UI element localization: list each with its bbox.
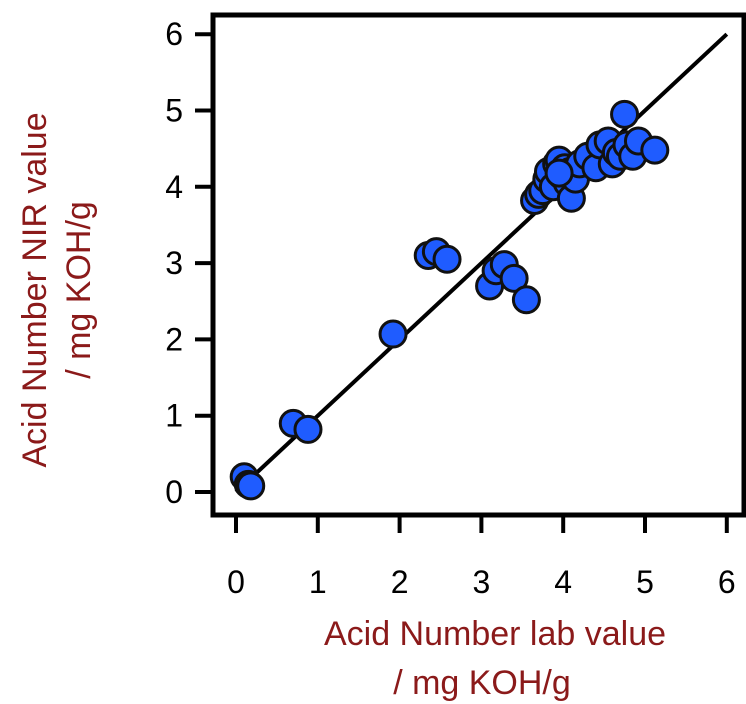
y-tick-label: 4 <box>165 169 183 205</box>
y-axis-unit: / mg KOH/g <box>60 201 98 379</box>
x-tick-label: 4 <box>554 564 572 600</box>
data-point <box>432 244 462 274</box>
x-tick-label: 1 <box>309 564 327 600</box>
y-axis-title: Acid Number NIR value <box>16 112 54 467</box>
fit-line <box>234 32 729 494</box>
x-axis-unit: / mg KOH/g <box>393 664 571 702</box>
x-tick-label: 5 <box>636 564 654 600</box>
data-point <box>236 471 266 501</box>
y-tick-label: 3 <box>165 245 183 281</box>
y-tick-label: 2 <box>165 321 183 357</box>
data-point <box>640 135 670 165</box>
y-tick-label: 1 <box>165 398 183 434</box>
y-tick-label: 0 <box>165 474 183 510</box>
data-point <box>378 319 408 349</box>
y-tick-label: 6 <box>165 16 183 52</box>
data-point <box>544 158 574 188</box>
x-axis-title: Acid Number lab value <box>324 615 666 653</box>
data-point <box>511 285 541 315</box>
x-tick-label: 2 <box>391 564 409 600</box>
data-point <box>499 263 529 293</box>
x-tick-label: 6 <box>718 564 736 600</box>
data-point <box>293 414 323 444</box>
x-tick-label: 0 <box>227 564 245 600</box>
data-point <box>610 99 640 129</box>
x-tick-label: 3 <box>473 564 491 600</box>
y-tick-label: 5 <box>165 93 183 129</box>
